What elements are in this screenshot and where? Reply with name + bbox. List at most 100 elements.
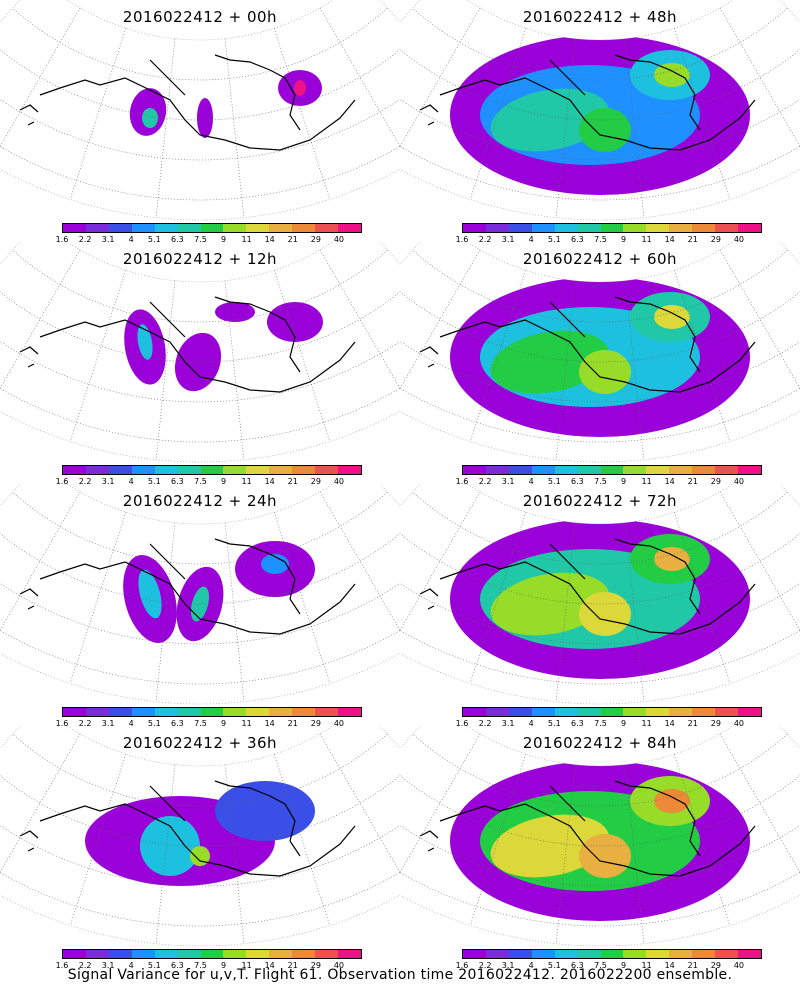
variance-field	[450, 761, 750, 921]
map-projection	[400, 0, 800, 221]
colorbar-tick-label: 7.5	[194, 719, 207, 728]
colorbar-swatch	[646, 708, 670, 716]
colorbar-swatch	[108, 466, 132, 474]
colorbar-tick-label: 2.2	[78, 477, 92, 486]
colorbar-tick-label: 11	[641, 477, 652, 486]
coastline-asia	[19, 346, 39, 368]
colorbar-swatch	[63, 708, 86, 716]
colorbar-tick-label: 7.5	[594, 961, 607, 970]
colorbar-swatch	[738, 950, 761, 958]
map-projection	[0, 0, 400, 221]
colorbar-swatch	[485, 708, 509, 716]
colorbar-swatch	[508, 466, 532, 474]
colorbar-swatch	[292, 466, 316, 474]
colorbar-tick-label: 11	[641, 961, 652, 970]
colorbar-tick-label: 14	[664, 477, 675, 486]
colorbar-tick-label: 3.1	[101, 235, 115, 244]
variance-blob	[215, 781, 315, 841]
colorbar-swatch	[269, 466, 293, 474]
colorbar-swatch	[154, 466, 178, 474]
domain-outline	[400, 484, 800, 705]
colorbar-tick-label: 40	[333, 235, 345, 244]
colorbar-tick-label: 1.6	[455, 477, 469, 486]
colorbar-swatch	[131, 950, 155, 958]
colorbar-tick-label: 6.3	[571, 719, 584, 728]
variance-field	[450, 277, 750, 437]
coastline-asia	[19, 830, 39, 852]
colorbar-swatch	[269, 950, 293, 958]
colorbar-swatch	[315, 466, 339, 474]
colorbar-swatch	[463, 950, 486, 958]
colorbar-swatch	[623, 950, 647, 958]
colorbar-swatch	[623, 224, 647, 232]
colorbar-tick-label: 29	[710, 477, 721, 486]
colorbar-tick-label: 6.3	[171, 961, 184, 970]
coastline	[439, 803, 756, 877]
colorbar-tick-label: 9	[220, 961, 227, 970]
colorbar-tick-label: 5.1	[147, 961, 161, 970]
colorbar-tick-label: 7.5	[594, 477, 607, 486]
colorbar-tick-label: 11	[241, 719, 252, 728]
variance-field	[450, 35, 750, 195]
colorbar-swatch	[223, 224, 247, 232]
colorbar	[62, 223, 362, 233]
colorbar-swatch	[738, 466, 761, 474]
colorbar-tick-label: 21	[287, 719, 298, 728]
coastline-asia	[419, 104, 439, 126]
domain-outline	[0, 484, 400, 705]
colorbar-tick-label: 14	[264, 477, 275, 486]
colorbar-swatch	[600, 224, 624, 232]
coastline-arctic	[549, 538, 701, 615]
colorbar-tick-label: 29	[310, 961, 321, 970]
colorbar-tick-label: 21	[287, 961, 298, 970]
colorbar-swatch	[669, 224, 693, 232]
colorbar-tick-label: 29	[710, 961, 721, 970]
colorbar	[462, 949, 762, 959]
colorbar-tick-label: 4	[128, 961, 134, 970]
coastline	[439, 561, 756, 635]
colorbar-swatch	[485, 950, 509, 958]
variance-blob	[579, 592, 631, 636]
colorbar-swatch	[669, 466, 693, 474]
colorbar-tick-label: 5.1	[547, 477, 561, 486]
variance-blob	[490, 330, 610, 394]
colorbar-tick-label: 11	[241, 477, 252, 486]
colorbar	[462, 707, 762, 717]
variance-blob	[654, 547, 690, 571]
variance-blob	[579, 350, 631, 394]
colorbar-tick-label: 14	[664, 719, 675, 728]
colorbar-swatch	[338, 466, 361, 474]
colorbar-swatch	[131, 466, 155, 474]
colorbar-tick-label: 9	[620, 235, 627, 244]
colorbar-tick-label: 2.2	[478, 961, 492, 970]
colorbar-tick-label: 3.1	[101, 961, 115, 970]
colorbar-tick-label: 5.1	[147, 235, 161, 244]
colorbar-tick-label: 40	[733, 961, 745, 970]
colorbar-swatch	[508, 708, 532, 716]
colorbar-swatch	[154, 224, 178, 232]
colorbar-swatch	[315, 224, 339, 232]
colorbar-swatch	[715, 708, 739, 716]
variance-blob	[654, 305, 690, 329]
variance-blob	[142, 108, 158, 128]
colorbar-tick-label: 2.2	[478, 477, 492, 486]
coastline-asia	[19, 104, 39, 126]
variance-blob	[490, 572, 610, 636]
coastline-arctic	[549, 296, 701, 373]
colorbar-swatch	[200, 466, 224, 474]
colorbar-swatch	[177, 466, 201, 474]
colorbar-swatch	[577, 708, 601, 716]
colorbar-tick-label: 29	[710, 719, 721, 728]
variance-blob	[215, 302, 255, 322]
colorbar-swatch	[577, 950, 601, 958]
coastline	[39, 803, 356, 877]
colorbar-tick-label: 14	[664, 235, 675, 244]
colorbar-swatch	[108, 950, 132, 958]
panel-title: 2016022412 + 36h	[122, 734, 278, 752]
colorbar-swatch	[292, 708, 316, 716]
colorbar-tick-label: 4	[128, 719, 134, 728]
colorbar-tick-label: 1.6	[455, 961, 469, 970]
variance-blob	[490, 88, 610, 152]
colorbar-swatch	[646, 224, 670, 232]
colorbar-tick-label: 6.3	[571, 477, 584, 486]
